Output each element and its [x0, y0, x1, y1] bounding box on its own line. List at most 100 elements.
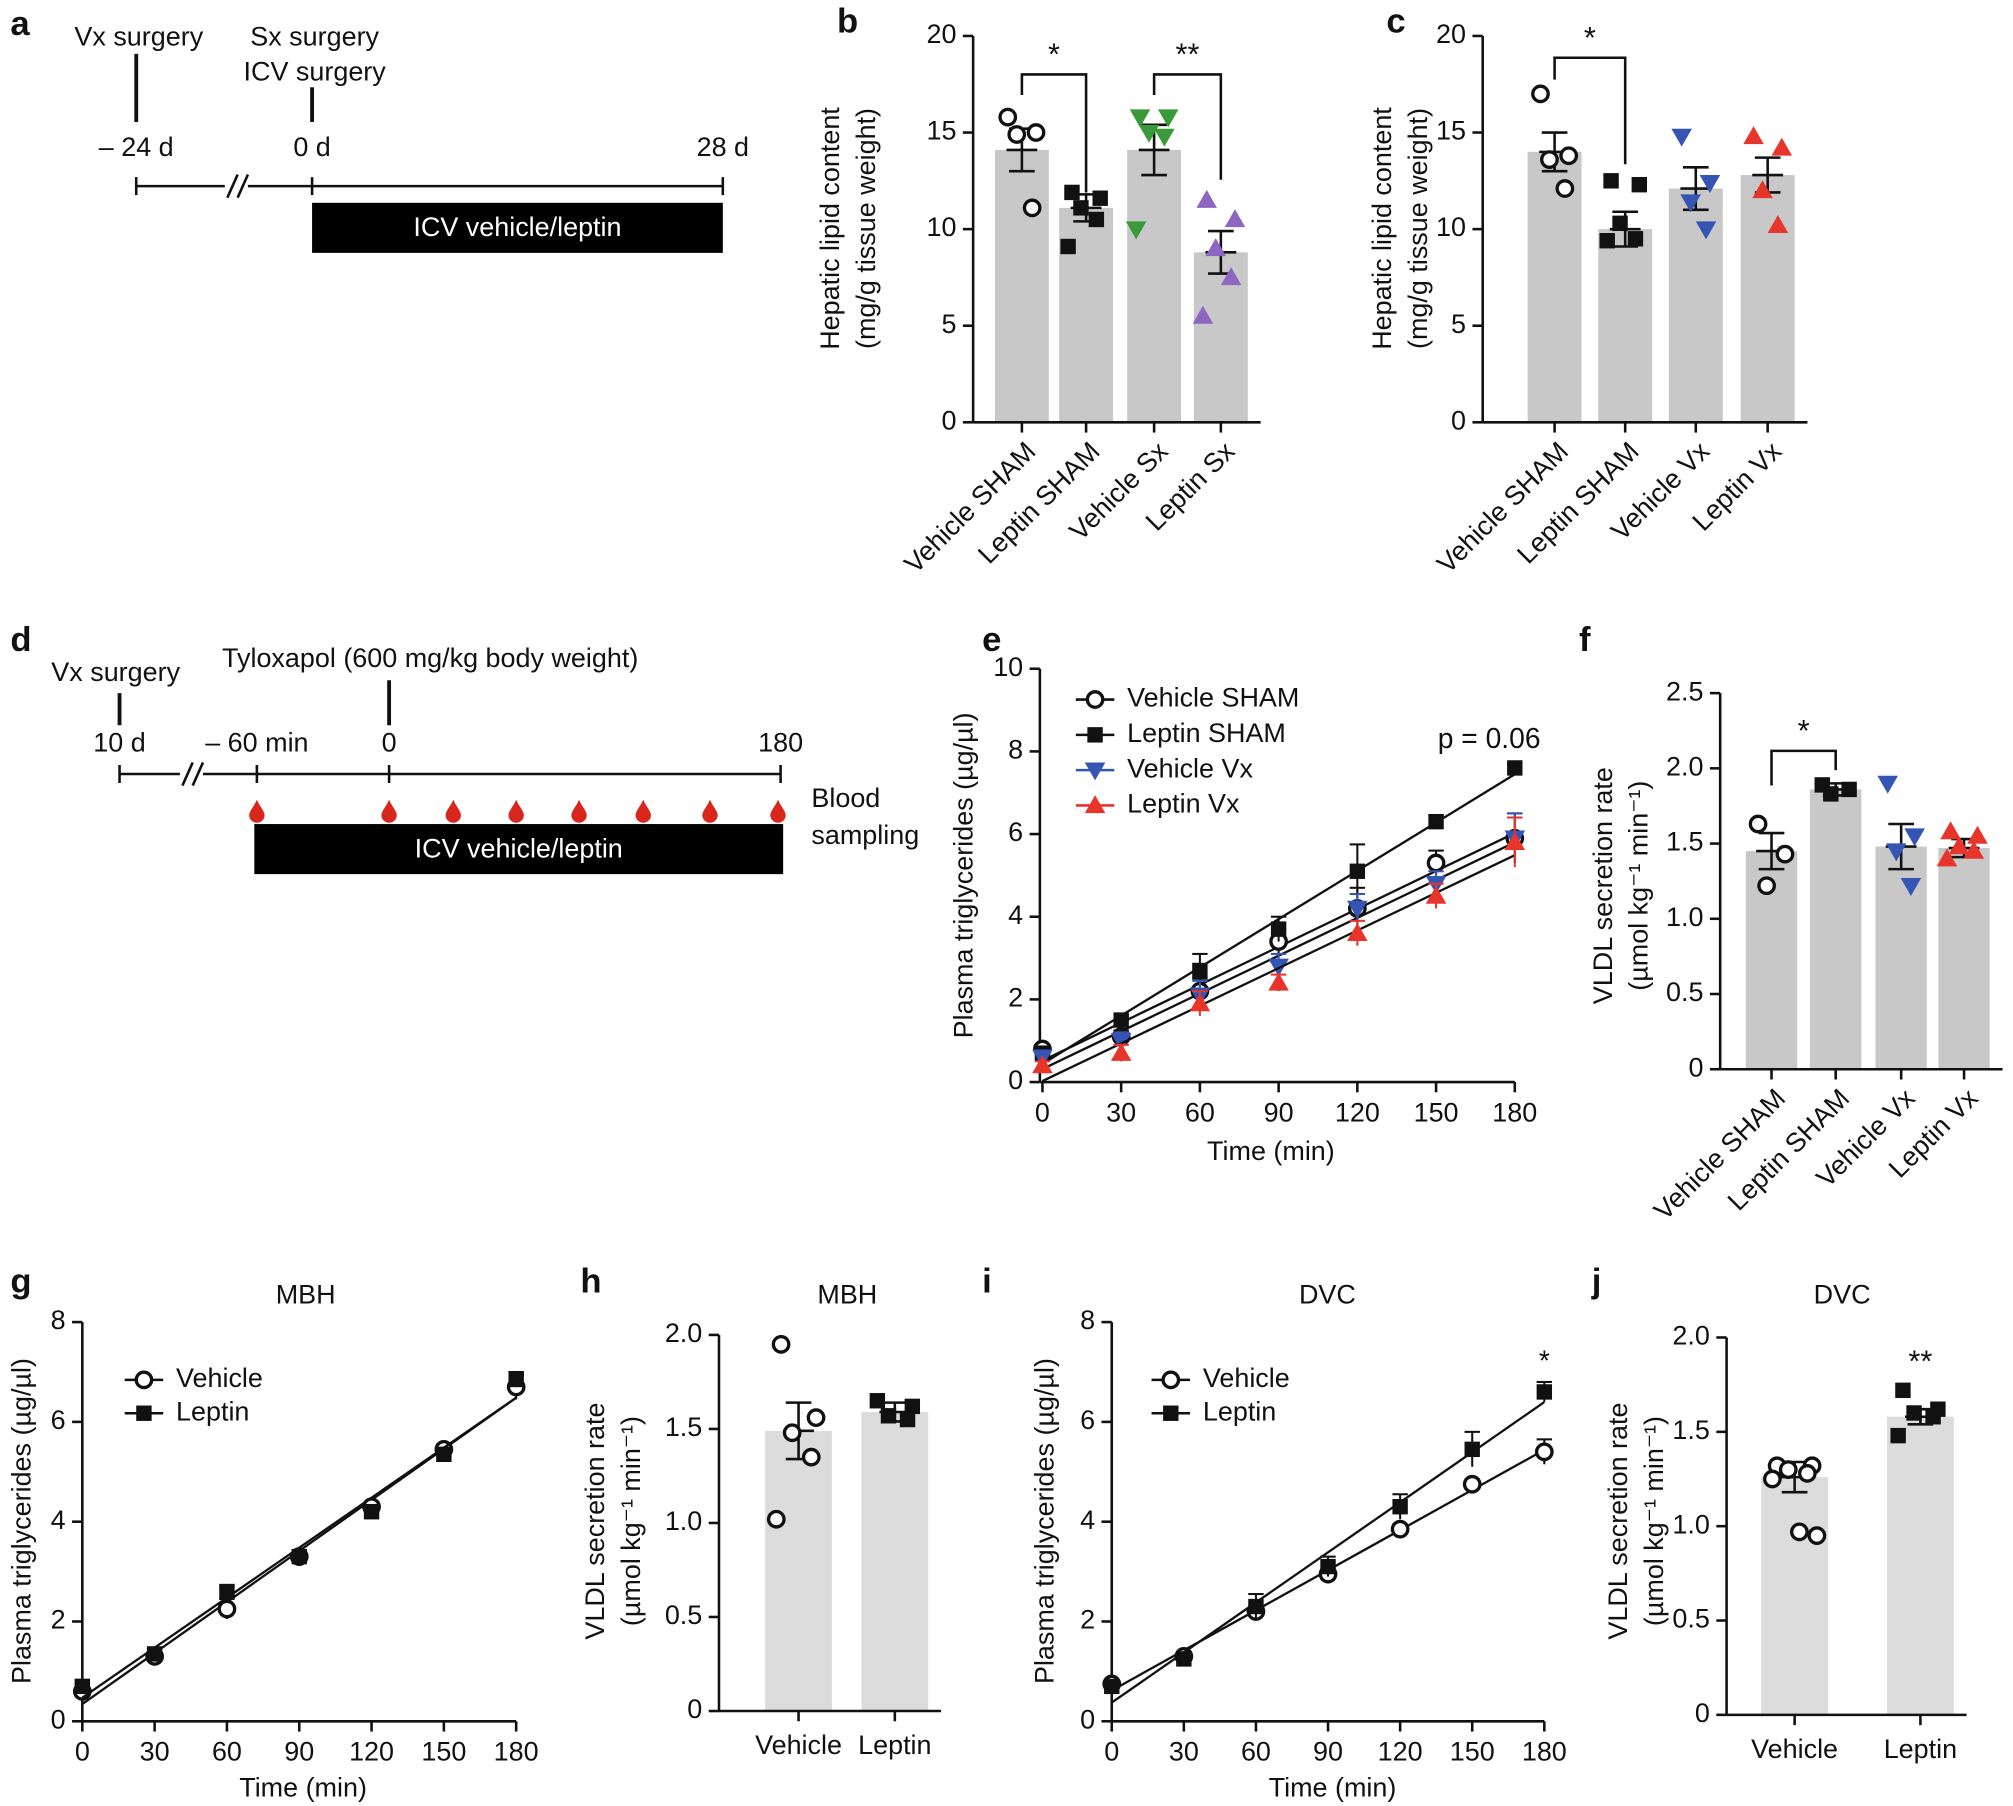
data-point	[1113, 1012, 1129, 1028]
data-point	[1270, 921, 1287, 937]
y-tick-label: 2.0	[665, 1318, 702, 1348]
significance-bracket	[1553, 56, 1627, 165]
data-point	[1540, 150, 1559, 169]
panel-label: b	[837, 2, 858, 40]
data-point	[134, 1370, 154, 1390]
data-point	[1877, 775, 1898, 794]
bar	[1668, 188, 1723, 423]
event-label: Tyloxapol (600 mg/kg body weight)	[222, 643, 638, 673]
x-tick-label: 30	[1169, 1736, 1199, 1766]
data-point	[219, 1583, 235, 1600]
y-axis-label: VLDL secretion rate	[1588, 767, 1618, 1004]
blood-drop	[571, 799, 587, 823]
data-point	[1026, 123, 1046, 142]
significance-label: *	[1584, 20, 1596, 55]
data-point	[1087, 727, 1103, 743]
data-point	[1885, 843, 1907, 862]
bar	[1598, 229, 1653, 423]
significance-bracket	[1152, 73, 1223, 180]
x-tick-label: 30	[1106, 1097, 1136, 1127]
x-tick-label: Vehicle	[1751, 1734, 1838, 1764]
bar	[1127, 149, 1182, 423]
event-label: Sx surgery	[250, 22, 379, 52]
x-axis-label: Time (min)	[1207, 1136, 1335, 1166]
data-point	[782, 1423, 802, 1443]
fit-line	[1041, 854, 1516, 1083]
y-tick-label: 5	[1451, 309, 1466, 339]
y-tick-label: 2	[1080, 1605, 1095, 1635]
timeline-tick-label: 180	[758, 728, 803, 758]
y-tick-label: 0	[1689, 1052, 1704, 1082]
bar	[1938, 848, 1990, 1070]
legend-label: Leptin	[1203, 1396, 1276, 1426]
x-tick-label: Vehicle	[755, 1730, 842, 1760]
x-tick-label: 150	[1414, 1097, 1459, 1127]
y-tick-label: 6	[51, 1405, 66, 1435]
timeline-tick-label: – 60 min	[205, 728, 308, 758]
data-point	[1890, 1427, 1906, 1444]
data-point	[904, 1398, 921, 1415]
data-point	[1073, 200, 1089, 216]
y-tick-label: 20	[1436, 19, 1466, 49]
legend-label: Vehicle	[1203, 1363, 1290, 1393]
data-point	[1426, 853, 1446, 873]
data-point	[1555, 179, 1575, 198]
significance-bracket	[1020, 73, 1088, 193]
y-tick-label: 8	[1008, 735, 1023, 765]
data-point	[1507, 760, 1523, 776]
x-tick-label: Leptin	[1884, 1734, 1957, 1764]
annotation: **	[1908, 1343, 1932, 1378]
panel-label: d	[10, 621, 31, 659]
bar	[861, 1412, 929, 1712]
legend-label: Vehicle SHAM	[1127, 683, 1299, 713]
treatment-label: ICV vehicle/leptin	[413, 212, 621, 242]
x-tick-label: Leptin	[858, 1730, 931, 1760]
blood-drop	[249, 799, 265, 823]
x-axis-label: Time (min)	[239, 1772, 367, 1802]
data-point	[1110, 1033, 1132, 1051]
x-tick-label: 150	[1450, 1736, 1495, 1766]
timeline-tick-label: 28 d	[697, 132, 749, 162]
data-point	[1390, 1519, 1410, 1539]
data-point	[1084, 795, 1106, 814]
data-point	[1531, 84, 1550, 104]
x-tick-label: 90	[1313, 1736, 1343, 1766]
significance-label: *	[1798, 713, 1810, 748]
y-axis-label: (µmol kg⁻¹ min⁻¹)	[1639, 1416, 1669, 1626]
y-tick-label: 1.0	[1672, 1509, 1709, 1539]
data-point	[1900, 877, 1922, 896]
x-tick-label: 60	[1185, 1097, 1215, 1127]
data-point	[1763, 1469, 1782, 1489]
blood-drop	[508, 799, 524, 823]
y-tick-label: 0	[1008, 1065, 1023, 1095]
panel-label: e	[982, 621, 1001, 659]
data-point	[1196, 189, 1218, 208]
y-axis-label: VLDL secretion rate	[580, 1403, 610, 1640]
data-point	[766, 1509, 786, 1529]
chart-title: DVC	[1814, 1280, 1871, 1310]
data-point	[1347, 922, 1368, 941]
data-point	[1757, 876, 1776, 896]
y-tick-label: 0	[1451, 405, 1466, 435]
x-tick-label: 60	[212, 1736, 242, 1766]
data-point	[1163, 1405, 1179, 1421]
panel-label: f	[1579, 621, 1591, 659]
y-axis-label: (µmol kg⁻¹ min⁻¹)	[1624, 781, 1654, 991]
blood-drop	[635, 799, 651, 823]
blood-drop	[770, 799, 786, 823]
timeline-tick-label: – 24 d	[99, 132, 174, 162]
y-tick-label: 0	[1080, 1704, 1095, 1734]
data-point	[1627, 231, 1644, 247]
y-tick-label: 1.5	[1666, 827, 1703, 857]
y-tick-label: 10	[1436, 212, 1466, 242]
y-tick-label: 0	[1695, 1698, 1710, 1728]
annotation: p = 0.06	[1438, 722, 1541, 754]
annotation: *	[1539, 1345, 1550, 1377]
data-point	[1631, 176, 1648, 193]
data-point	[146, 1646, 163, 1662]
y-axis-label: (mg/g tissue weight)	[851, 108, 881, 349]
data-point	[1347, 900, 1368, 919]
data-point	[1748, 814, 1768, 834]
y-axis-label: Hepatic lipid content	[815, 107, 845, 350]
